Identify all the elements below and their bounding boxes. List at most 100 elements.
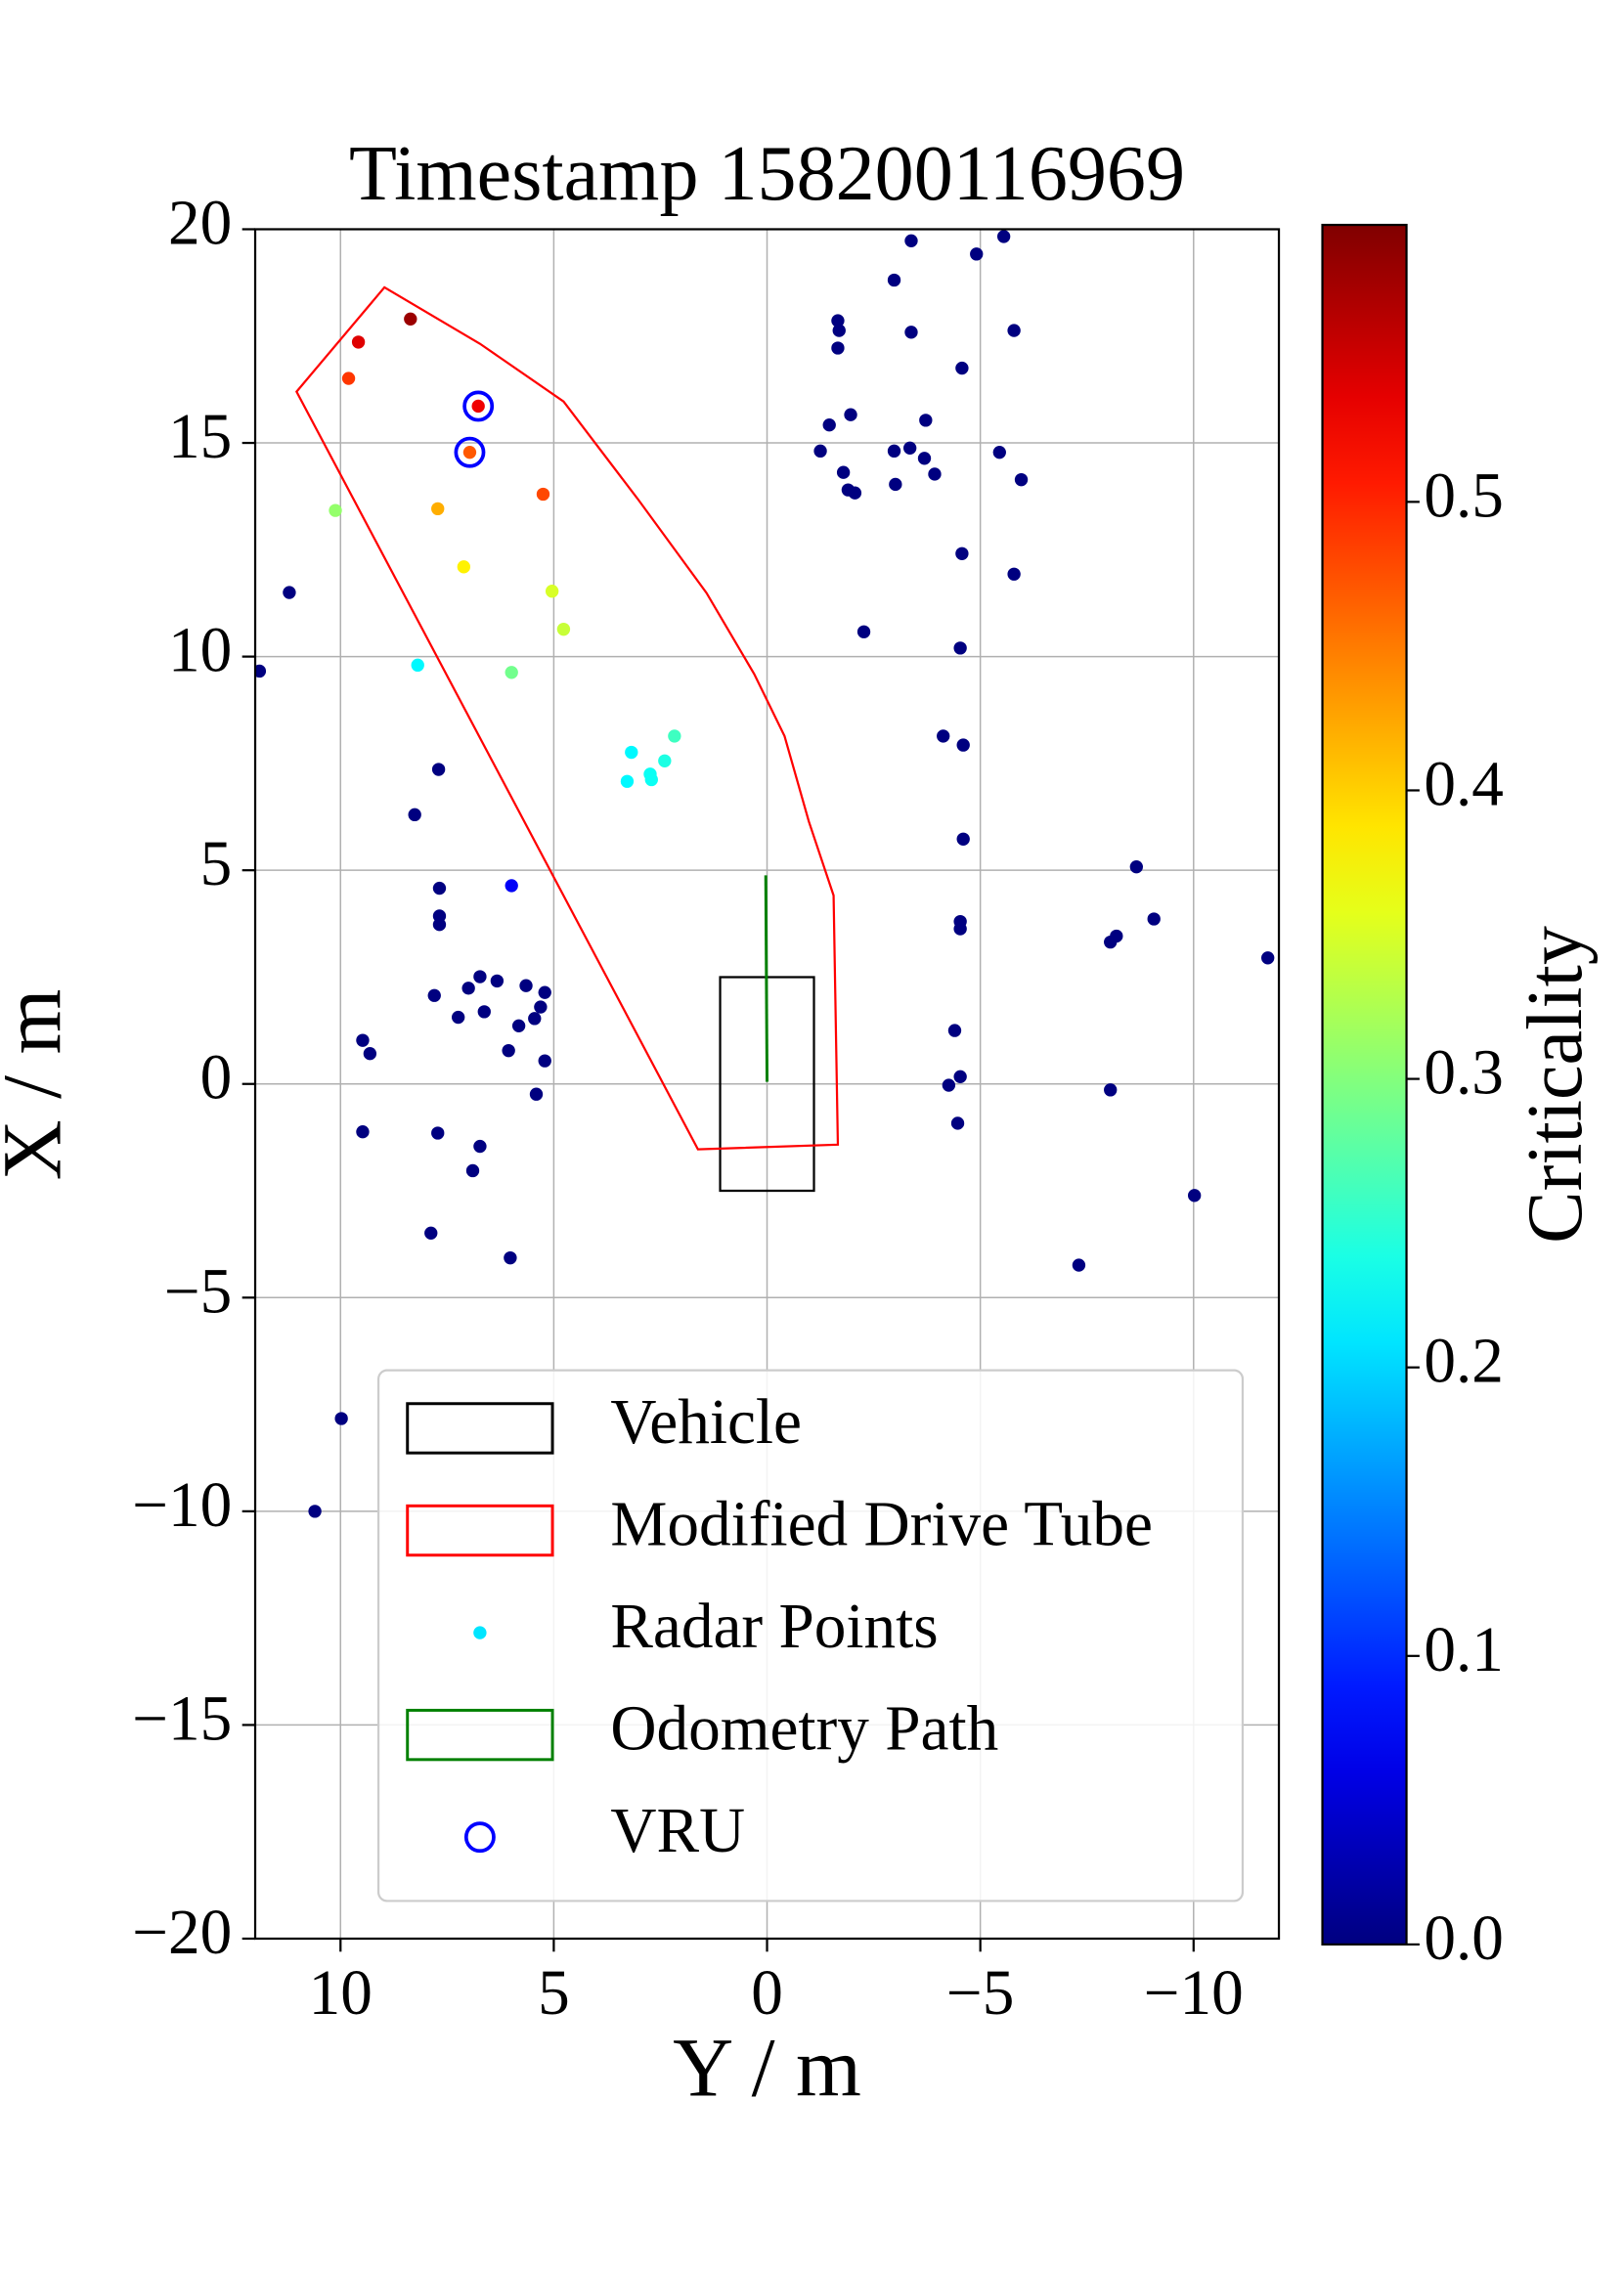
radar-point — [424, 1226, 438, 1240]
radar-point — [477, 1005, 491, 1019]
radar-point — [556, 622, 571, 636]
radar-point — [928, 467, 942, 481]
legend-handle — [463, 1821, 496, 1854]
radar-point — [461, 982, 475, 995]
x-axis-label: Y / m — [673, 2021, 861, 2115]
radar-point — [529, 1087, 544, 1101]
radar-point — [919, 414, 933, 427]
radar-point — [1104, 935, 1118, 949]
radar-point — [452, 1010, 465, 1025]
colorbar-label: Criticality — [1513, 926, 1599, 1244]
radar-point — [1147, 912, 1161, 926]
radar-point — [1129, 860, 1144, 874]
radar-point — [427, 988, 441, 1002]
radar-point — [519, 979, 533, 992]
legend-handle — [406, 1504, 554, 1557]
radar-point — [950, 1116, 965, 1130]
radar-point — [625, 745, 638, 760]
legend-handle — [406, 1708, 554, 1762]
vru-marker — [454, 436, 486, 468]
legend: Vehicle Modified Drive Tube Radar Points Od… — [376, 1369, 1245, 1902]
radar-point — [1261, 951, 1275, 965]
colorbar-tick-label: 0.5 — [1424, 460, 1504, 531]
radar-point — [956, 832, 970, 846]
y-tick-label: −10 — [132, 1470, 232, 1541]
radar-point — [471, 399, 485, 414]
radar-point — [536, 487, 550, 502]
radar-point — [953, 1070, 967, 1083]
colorbar-tick-label: 0.1 — [1424, 1615, 1504, 1685]
radar-point — [404, 312, 417, 326]
radar-point — [329, 503, 342, 517]
radar-point — [502, 1043, 515, 1058]
y-tick-label: −20 — [132, 1898, 232, 1968]
radar-point — [283, 586, 296, 599]
radar-point — [1014, 472, 1029, 487]
radar-point — [658, 754, 672, 767]
radar-point — [545, 585, 559, 598]
radar-point — [844, 408, 857, 421]
x-tick-label: −10 — [1144, 1958, 1244, 2029]
radar-point — [408, 808, 421, 822]
radar-point — [953, 922, 967, 936]
x-tick-label: 5 — [538, 1958, 570, 2029]
radar-point — [351, 335, 366, 349]
radar-point — [831, 341, 845, 355]
radar-point — [992, 445, 1006, 459]
radar-point — [904, 326, 918, 339]
radar-point — [432, 881, 447, 896]
radar-point — [473, 970, 487, 984]
plot-frame — [253, 228, 1281, 1941]
radar-point — [887, 273, 901, 287]
legend-box — [376, 1369, 1245, 1902]
radar-point — [953, 641, 967, 655]
x-tick-label: −5 — [946, 1958, 1014, 2029]
radar-point — [887, 444, 901, 459]
chart-title: Timestamp 158200116969 — [349, 131, 1185, 217]
radar-point — [363, 1047, 377, 1061]
y-axis-label: X / m — [0, 989, 78, 1181]
colorbar — [1321, 223, 1408, 1946]
radar-point — [917, 452, 932, 465]
legend-label: Radar Points — [610, 1592, 938, 1662]
colorbar-tick-label: 0.2 — [1424, 1327, 1504, 1397]
y-tick-label: −5 — [164, 1256, 232, 1327]
radar-point — [457, 560, 471, 574]
radar-point — [836, 465, 851, 479]
odometry-line — [764, 875, 769, 1082]
radar-point — [462, 445, 477, 459]
vru-marker — [462, 390, 495, 422]
radar-point — [970, 247, 984, 261]
radar-point — [1104, 1083, 1118, 1097]
radar-point — [956, 738, 970, 752]
radar-point — [856, 625, 871, 638]
colorbar-tick-label: 0.3 — [1424, 1038, 1504, 1109]
legend-label: VRU — [610, 1796, 745, 1866]
radar-point — [534, 1000, 548, 1014]
radar-point — [904, 234, 918, 247]
radar-point — [356, 1033, 370, 1047]
plot-area — [255, 230, 1275, 1518]
y-tick-label: 0 — [200, 1043, 233, 1114]
radar-point — [411, 658, 424, 673]
legend-handle — [473, 1626, 487, 1639]
radar-point — [822, 418, 836, 432]
y-tick-label: 20 — [168, 188, 232, 258]
radar-point — [947, 1024, 962, 1037]
radar-point — [431, 1126, 445, 1140]
radar-point — [848, 486, 862, 500]
radar-point — [889, 477, 902, 492]
polygon — [294, 285, 840, 1151]
legend-handle — [406, 1402, 554, 1455]
radar-point — [356, 1125, 370, 1139]
radar-point — [432, 918, 447, 932]
y-tick-label: 15 — [168, 402, 232, 472]
legend-label: Odometry Path — [610, 1694, 998, 1765]
radar-point — [473, 1139, 487, 1154]
radar-point — [490, 974, 505, 988]
radar-point — [511, 1019, 526, 1032]
radar-point — [505, 666, 518, 679]
legend-label: Modified Drive Tube — [610, 1489, 1153, 1559]
radar-point — [955, 546, 969, 560]
